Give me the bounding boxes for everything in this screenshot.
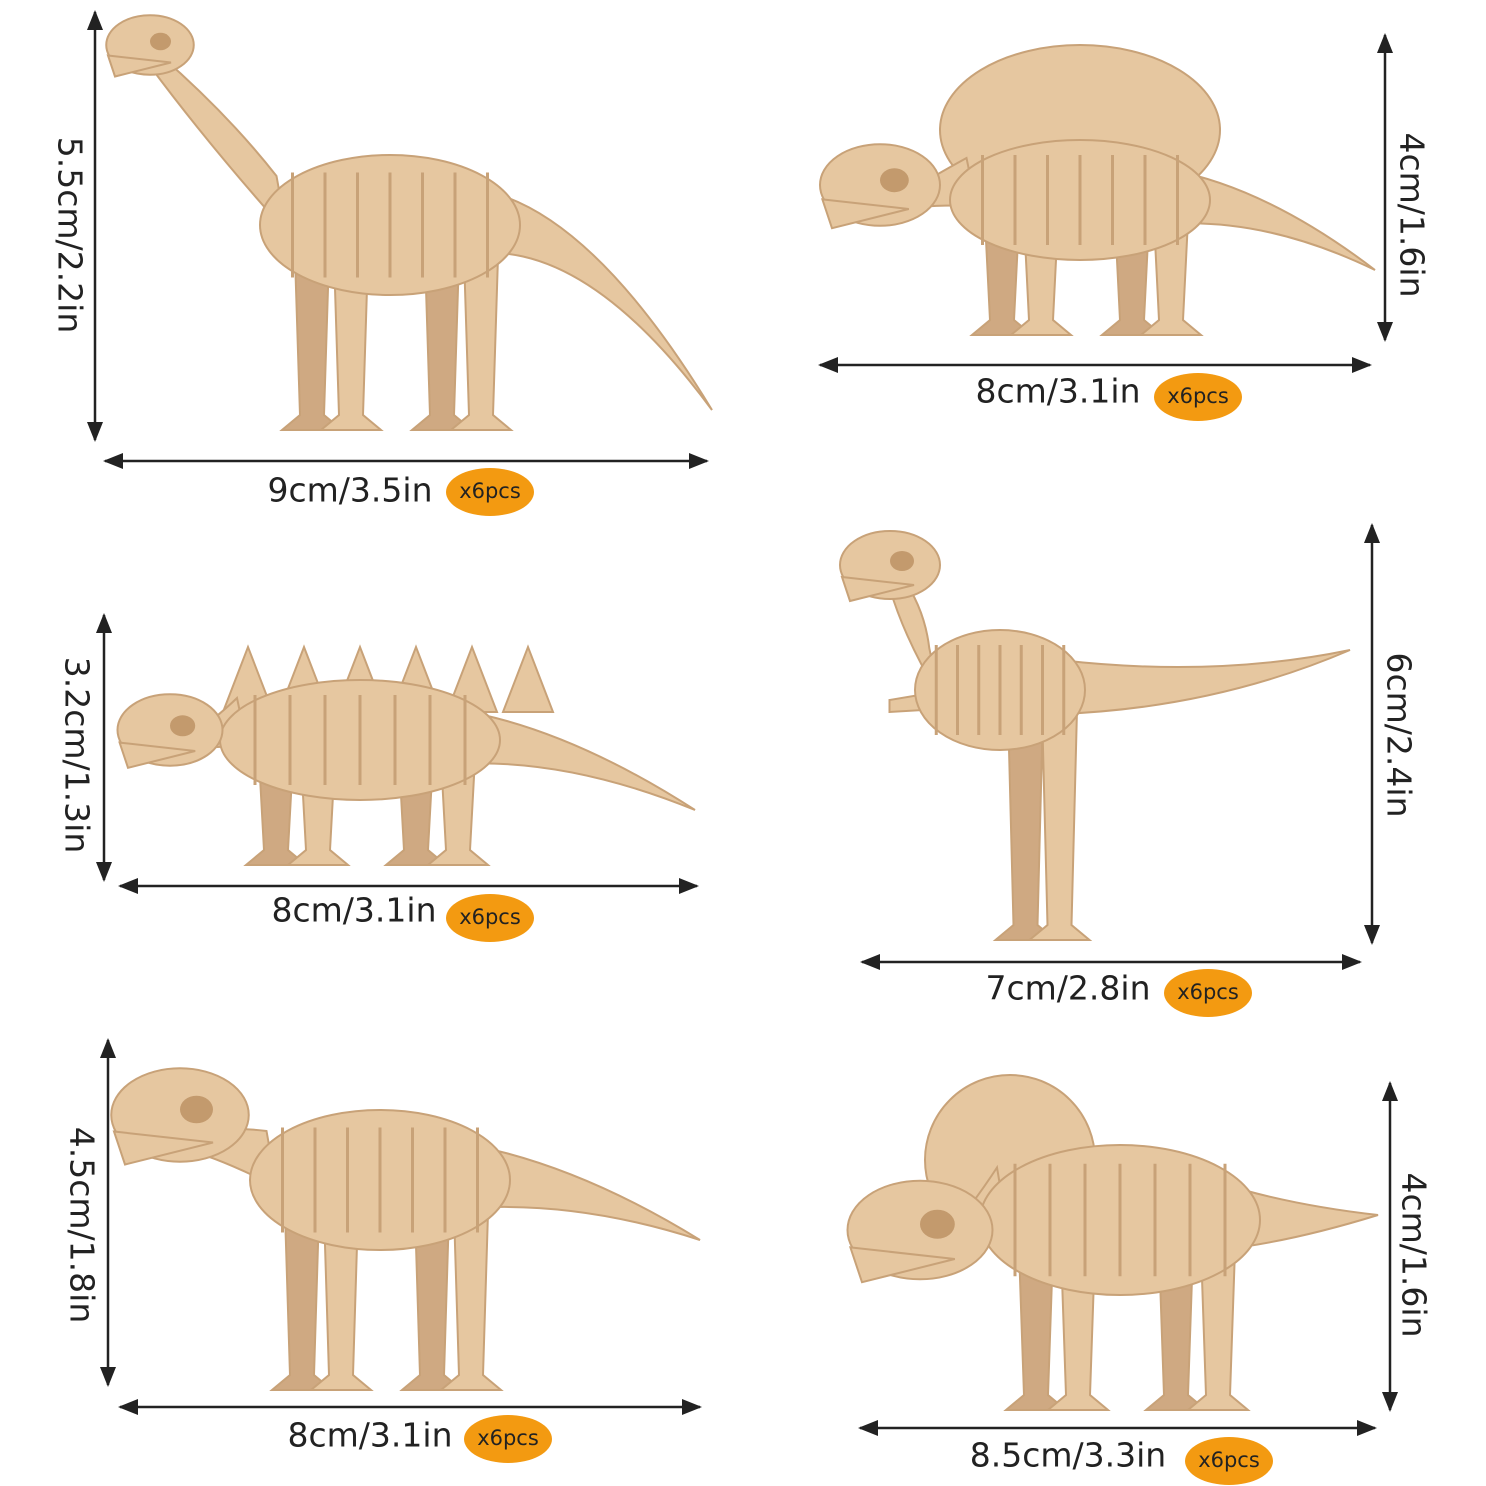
badge-label: x6pcs [1198, 1448, 1260, 1472]
dinosaur-skeleton [105, 14, 713, 431]
jaw [840, 575, 915, 603]
badge [1185, 1437, 1273, 1485]
eye-socket [880, 168, 909, 193]
dinosaur-item: 5.5cm/2.2in 9cm/3.5in x6pcs [51, 10, 713, 516]
badge-label: x6pcs [1177, 980, 1239, 1004]
width-label: 7cm/2.8in [986, 969, 1151, 1008]
badge [1154, 373, 1242, 421]
badge [464, 1415, 552, 1463]
tail [470, 1143, 701, 1241]
jaw [112, 1130, 214, 1166]
dinosaur-skeleton [819, 44, 1376, 336]
eye-socket [920, 1209, 955, 1239]
height-label: 3.2cm/1.3in [58, 657, 97, 853]
jaw [848, 1246, 956, 1284]
tail [480, 188, 713, 411]
dinosaur-skeleton [846, 1074, 1379, 1411]
height-label: 6cm/2.4in [1380, 653, 1419, 818]
jaw [106, 54, 172, 78]
height-label: 4.5cm/1.8in [63, 1127, 102, 1323]
tail [1170, 168, 1376, 271]
dinosaur-skeleton [110, 1067, 701, 1391]
tail [457, 708, 696, 811]
tail [1058, 649, 1351, 716]
height-label: 4cm/1.6in [1393, 133, 1432, 298]
eye-socket [180, 1095, 213, 1124]
dinosaur-item: 4cm/1.6in 8.5cm/3.3in x6pcs [846, 1074, 1434, 1485]
badge-label: x6pcs [477, 1426, 539, 1450]
eye-socket [150, 32, 171, 51]
dinosaur-item: 4cm/1.6in 8cm/3.1in x6pcs [818, 33, 1432, 421]
width-label: 8cm/3.1in [976, 372, 1141, 411]
height-label: 5.5cm/2.2in [51, 137, 90, 333]
badge-label: x6pcs [1167, 384, 1229, 408]
plate [501, 644, 555, 713]
width-label: 9cm/3.5in [268, 471, 433, 510]
badge [446, 894, 534, 942]
dinosaur-item: 3.2cm/1.3in 8cm/3.1in x6pcs [58, 613, 699, 942]
width-label: 8cm/3.1in [272, 891, 437, 930]
dinosaur-skeleton [839, 530, 1351, 941]
jaw [118, 741, 196, 769]
badge [1164, 969, 1252, 1017]
badge-label: x6pcs [459, 479, 521, 503]
width-label: 8.5cm/3.3in [970, 1436, 1166, 1475]
dinosaur-skeleton [116, 644, 696, 866]
eye-socket [170, 715, 196, 737]
eye-socket [890, 551, 914, 571]
badge [446, 468, 534, 516]
width-label: 8cm/3.1in [288, 1416, 453, 1455]
jaw [820, 198, 910, 230]
dinosaur-item: 4.5cm/1.8in 8cm/3.1in x6pcs [63, 1038, 702, 1463]
badge-label: x6pcs [459, 905, 521, 929]
height-label: 4cm/1.6in [1395, 1173, 1434, 1338]
dinosaur-item: 6cm/2.4in 7cm/2.8in x6pcs [839, 523, 1419, 1017]
